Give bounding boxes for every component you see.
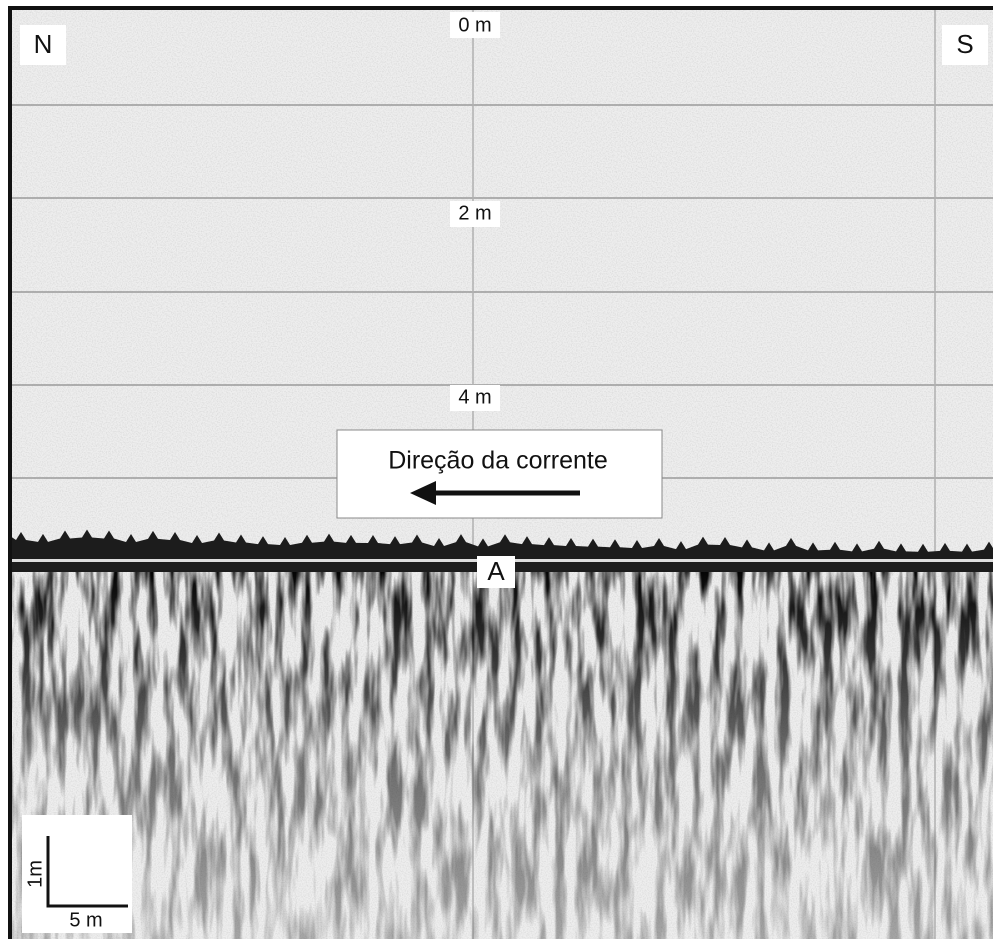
feature-label: A [487, 556, 505, 586]
scale-horizontal-label: 5 m [69, 909, 102, 931]
subbottom [10, 565, 993, 939]
north-label: N [34, 29, 53, 59]
page: {"labels": {"north": "N", "south": "S", … [0, 0, 993, 939]
current-label: Direção da corrente [388, 447, 608, 475]
depth-label: 0 m [458, 14, 491, 36]
south-label: S [956, 29, 973, 59]
depth-label: 2 m [458, 202, 491, 224]
scale-vertical-label: 1m [24, 860, 46, 888]
profile-figure: N S 0 m 2 m 4 m Direção da corrente A 1m… [0, 0, 993, 939]
depth-label: 4 m [458, 386, 491, 408]
reflector-streaks [10, 565, 993, 939]
